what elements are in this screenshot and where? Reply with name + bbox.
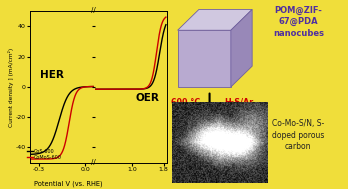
Y-axis label: Current density ] (mA/cm²): Current density ] (mA/cm²) (8, 47, 14, 127)
Text: //: // (91, 7, 96, 13)
Text: HER: HER (40, 70, 64, 80)
Text: OER: OER (135, 93, 159, 103)
Polygon shape (177, 30, 231, 87)
Polygon shape (231, 9, 252, 87)
Text: POM@ZIF-
67@PDA
nanocubes: POM@ZIF- 67@PDA nanocubes (273, 6, 324, 38)
Polygon shape (177, 9, 252, 30)
Text: //: // (91, 159, 96, 165)
Legend: CoS-600, CoMoS-600: CoS-600, CoMoS-600 (27, 149, 62, 160)
Text: 600 °C: 600 °C (171, 98, 200, 107)
Text: H₂S/Ar: H₂S/Ar (224, 98, 253, 107)
Text: Potential V (vs. RHE): Potential V (vs. RHE) (33, 181, 102, 187)
Text: Co-Mo-S/N, S-
doped porous
carbon: Co-Mo-S/N, S- doped porous carbon (272, 119, 324, 151)
